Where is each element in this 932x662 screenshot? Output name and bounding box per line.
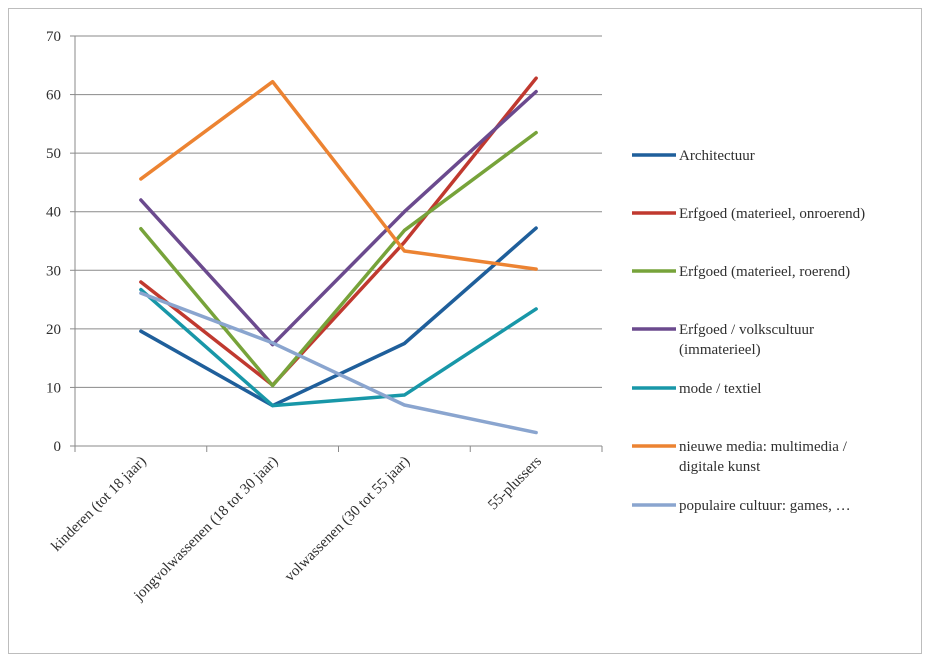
legend-label-4: Erfgoed / volkscultuur (immaterieel) <box>679 322 814 358</box>
x-tick-label: jongvolwassenen (18 tot 30 jaar) <box>130 454 281 605</box>
x-tick-label: 55-plussers <box>485 453 545 513</box>
x-tick-label: volwassenen (30 tot 55 jaar) <box>282 454 413 585</box>
series-line-6 <box>139 79 538 271</box>
gridlines <box>75 35 602 388</box>
legend-label-7: populaire cultuur: games, … <box>679 498 851 514</box>
legend-label-6: nieuwe media: multimedia / digitale kunst <box>679 439 848 475</box>
series-line-5 <box>139 287 538 408</box>
series-line-2 <box>139 76 538 387</box>
series-line-3 <box>139 130 538 388</box>
y-tick-label: 0 <box>54 439 62 455</box>
series-lines <box>139 76 538 435</box>
legend-label-1: Architectuur <box>679 148 755 164</box>
x-tick-label: kinderen (tot 18 jaar) <box>49 454 150 555</box>
legend-label-3: Erfgoed (materieel, roerend) <box>679 264 850 280</box>
y-tick-label: 40 <box>46 205 61 221</box>
y-tick-label: 30 <box>46 263 61 279</box>
series-line-7 <box>139 291 538 435</box>
y-tick-label: 50 <box>46 146 61 162</box>
legend-label-5: mode / textiel <box>679 381 761 397</box>
y-tick-label: 60 <box>46 88 61 104</box>
y-tick-label: 70 <box>46 29 61 45</box>
legend: Architectuur Erfgoed (materieel, onroeren… <box>632 148 865 514</box>
chart-frame <box>8 8 922 654</box>
y-axis-tick-labels: 0 10 20 30 40 50 60 70 <box>46 29 61 455</box>
legend-label-2: Erfgoed (materieel, onroerend) <box>679 206 865 222</box>
y-tick-label: 20 <box>46 322 61 338</box>
series-line-4 <box>139 89 538 347</box>
axes <box>70 35 603 452</box>
x-axis-tick-labels: kinderen (tot 18 jaar)jongvolwassenen (1… <box>49 453 546 604</box>
y-tick-label: 10 <box>46 380 61 396</box>
